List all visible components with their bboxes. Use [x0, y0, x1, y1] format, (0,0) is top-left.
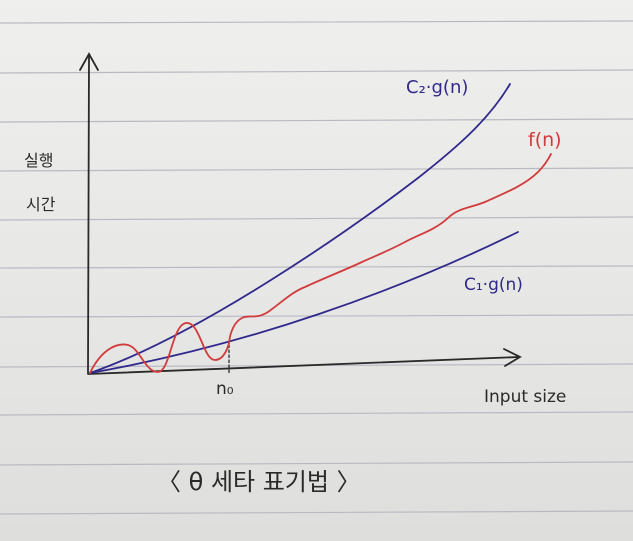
ruled-lines [0, 20, 633, 515]
x-axis-label: Input size [484, 387, 566, 407]
lower-bound-curve [89, 231, 519, 374]
n0-label: n₀ [216, 379, 234, 399]
upper-bound-curve [89, 83, 511, 374]
y-axis-arrow [79, 52, 99, 71]
x-axis-arrow [503, 348, 522, 367]
y-axis [87, 54, 90, 374]
upper-bound-label: C₂·g(n) [406, 77, 468, 98]
function-label: f(n) [528, 129, 562, 151]
caption: 〈 θ 세타 표기법 〉 [157, 468, 361, 496]
lower-bound-label: C₁·g(n) [464, 275, 523, 295]
function-curve [89, 153, 552, 374]
y-axis-label-line1: 실행 [24, 151, 53, 170]
y-axis-label-line2: 시간 [26, 195, 56, 214]
